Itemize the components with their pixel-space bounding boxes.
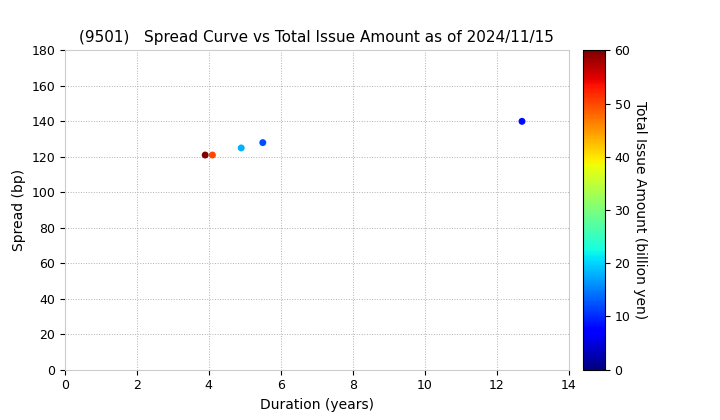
X-axis label: Duration (years): Duration (years) [260, 398, 374, 412]
Point [207, 152, 218, 158]
Point [257, 139, 269, 146]
Y-axis label: Total Issue Amount (billion yen): Total Issue Amount (billion yen) [633, 101, 647, 319]
Point [235, 144, 247, 151]
Point [516, 118, 528, 125]
Y-axis label: Spread (bp): Spread (bp) [12, 169, 26, 251]
Point [199, 152, 211, 158]
Title: (9501)   Spread Curve vs Total Issue Amount as of 2024/11/15: (9501) Spread Curve vs Total Issue Amoun… [79, 30, 554, 45]
